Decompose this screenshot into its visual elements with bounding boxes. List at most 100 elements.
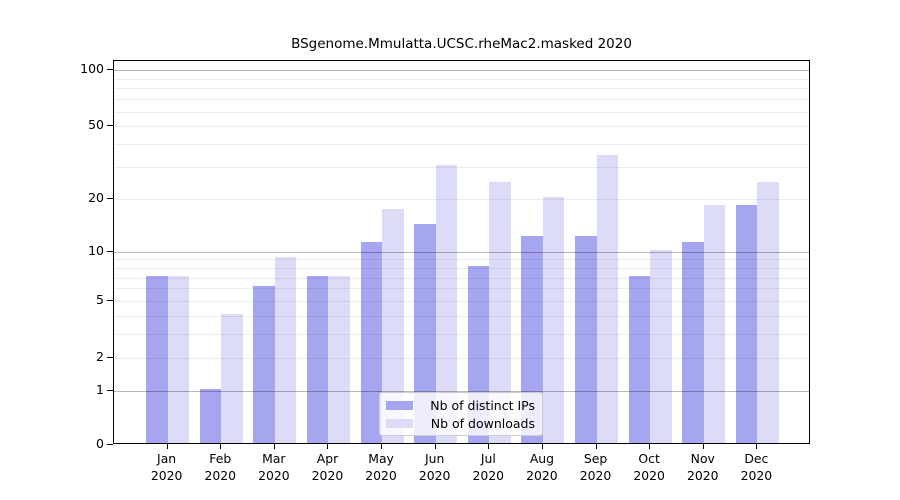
minor-gridline <box>114 88 809 90</box>
x-axis-tick-label: Oct 2020 <box>621 451 677 484</box>
month-label: Jun <box>425 451 445 466</box>
x-axis-tick-label: Mar 2020 <box>246 451 302 484</box>
minor-gridline <box>114 267 809 269</box>
y-axis-tick-label: 2 <box>96 348 104 364</box>
y-axis-tick <box>107 356 113 358</box>
minor-gridline <box>114 301 809 303</box>
bar-distinct-ips <box>628 275 651 443</box>
major-gridline <box>114 251 809 253</box>
bar-distinct-ips <box>735 204 758 443</box>
minor-gridline <box>114 126 809 128</box>
y-axis-tick-label: 20 <box>88 189 104 205</box>
x-axis-tick-label: Jun 2020 <box>407 451 463 484</box>
y-axis-tick <box>107 444 113 445</box>
minor-gridline <box>114 288 809 290</box>
y-axis-tick <box>107 300 113 302</box>
legend: Nb of distinct IPs Nb of downloads <box>379 392 543 436</box>
x-axis-tick <box>756 444 758 449</box>
major-gridline <box>114 70 809 72</box>
month-label: Oct <box>638 451 660 466</box>
minor-gridline <box>114 99 809 101</box>
bar-downloads <box>703 204 726 443</box>
bar-distinct-ips <box>360 242 383 443</box>
legend-label: Nb of downloads <box>430 415 535 431</box>
month-label: Jul <box>480 451 496 466</box>
bar-distinct-ips <box>199 388 222 443</box>
legend-label: Nb of distinct IPs <box>430 397 535 413</box>
bar-downloads <box>221 313 243 443</box>
minor-gridline <box>114 259 809 261</box>
year-label: 2020 <box>418 467 451 483</box>
minor-gridline <box>114 78 809 80</box>
x-axis-tick-label: Jul 2020 <box>460 451 516 484</box>
month-label: May <box>368 451 394 466</box>
bar-downloads <box>757 182 779 443</box>
month-label: Jan <box>157 451 177 466</box>
y-axis-tick-label: 50 <box>88 117 104 133</box>
x-axis-tick <box>273 444 275 449</box>
month-label: Nov <box>690 451 715 466</box>
bar-distinct-ips <box>575 235 597 443</box>
bar-downloads <box>382 209 404 443</box>
y-axis-tick <box>107 250 113 252</box>
y-axis-tick-label: 0 <box>96 436 104 451</box>
y-axis-tick-label: 5 <box>96 292 104 308</box>
minor-gridline <box>114 315 809 317</box>
legend-entry: Nb of distinct IPs <box>386 396 535 414</box>
bar-downloads <box>650 249 672 443</box>
year-label: 2020 <box>526 467 558 483</box>
minor-gridline <box>114 144 809 146</box>
bar-distinct-ips <box>414 224 436 443</box>
x-axis-tick-label: Aug 2020 <box>514 451 570 484</box>
minor-gridline <box>114 334 809 336</box>
year-label: 2020 <box>579 467 612 483</box>
y-axis-tick <box>107 69 113 71</box>
bar-distinct-ips <box>253 286 275 443</box>
major-gridline <box>114 390 809 392</box>
x-axis-tick-label: Feb 2020 <box>192 451 248 484</box>
bar-downloads <box>328 275 350 443</box>
month-label: Feb <box>209 451 232 466</box>
bar-distinct-ips <box>682 242 704 443</box>
month-label: Aug <box>529 451 555 466</box>
y-axis-tick <box>107 125 113 127</box>
month-label: Sep <box>583 451 608 466</box>
year-label: 2020 <box>311 467 344 483</box>
chart-title: BSgenome.Mmulatta.UCSC.rheMac2.masked 20… <box>291 36 632 52</box>
x-axis-tick-label: Apr 2020 <box>299 451 355 484</box>
x-axis-tick <box>381 444 383 449</box>
x-axis-tick <box>220 444 222 449</box>
year-label: 2020 <box>150 467 183 483</box>
bar-downloads <box>274 257 297 443</box>
x-axis-tick <box>595 444 597 449</box>
x-axis-tick-label: Sep 2020 <box>568 451 624 484</box>
bar-downloads <box>167 275 190 443</box>
month-label: Apr <box>316 451 339 466</box>
x-axis-tick <box>541 444 543 449</box>
month-label: Dec <box>744 451 769 466</box>
bar-distinct-ips <box>146 275 168 443</box>
year-label: 2020 <box>740 467 773 483</box>
bar-downloads <box>489 182 511 443</box>
legend-swatch <box>386 418 413 428</box>
bar-distinct-ips <box>521 235 543 443</box>
y-axis-tick-label: 1 <box>96 381 104 397</box>
x-axis-tick <box>488 444 490 449</box>
minor-gridline <box>114 277 809 279</box>
y-axis-tick-label: 10 <box>88 242 104 258</box>
y-axis-tick <box>107 197 113 199</box>
x-axis-tick-label: May 2020 <box>353 451 409 484</box>
x-axis-tick-label: Dec 2020 <box>728 451 784 484</box>
bar-downloads <box>435 164 458 443</box>
year-label: 2020 <box>365 467 397 483</box>
x-axis-tick <box>649 444 651 449</box>
legend-entry: Nb of downloads <box>386 414 535 432</box>
x-axis-tick-label: Nov 2020 <box>675 451 731 484</box>
x-axis-tick-label: Jan 2020 <box>139 451 195 484</box>
minor-gridline <box>114 111 809 113</box>
x-axis-tick <box>166 444 168 449</box>
year-label: 2020 <box>258 467 290 483</box>
bar-distinct-ips <box>306 275 329 443</box>
y-axis-tick-label: 100 <box>80 61 104 77</box>
